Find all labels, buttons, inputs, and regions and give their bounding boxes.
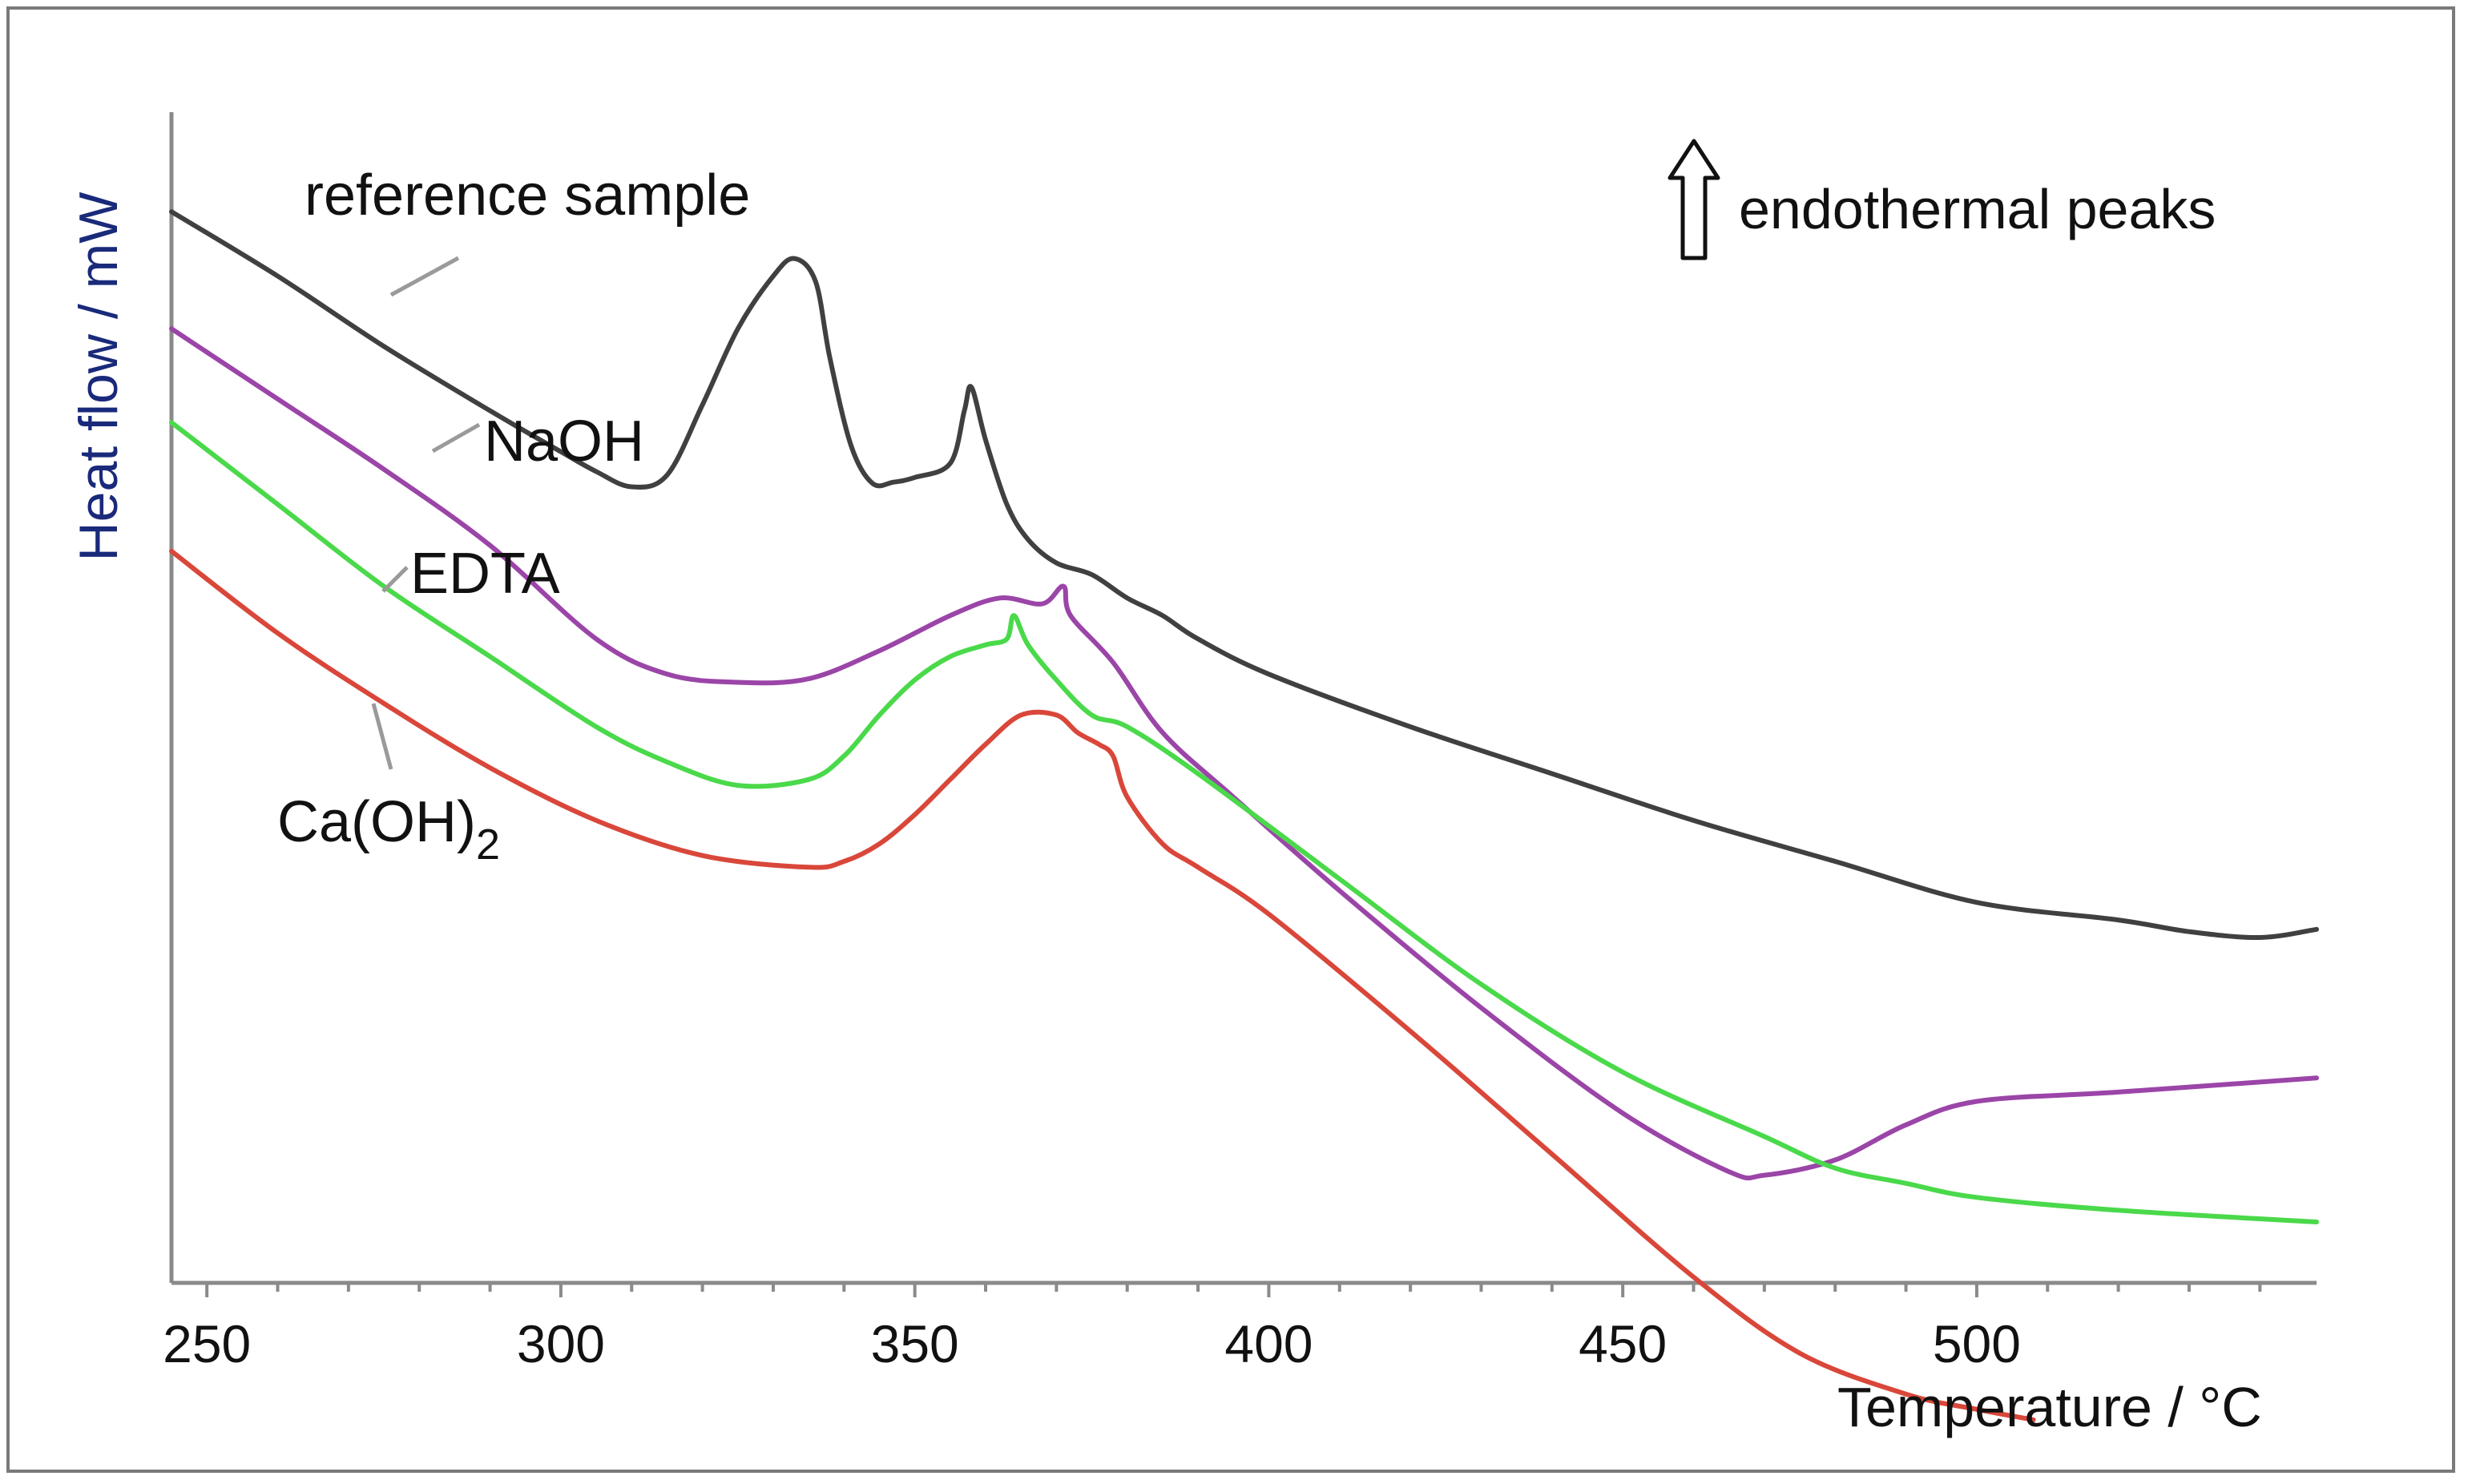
up-arrow-icon xyxy=(1668,139,1720,260)
caoh2-label-subscript: 2 xyxy=(476,821,500,869)
series-line-reference-sample xyxy=(169,209,2319,941)
x-tick-label: 250 xyxy=(163,1314,251,1373)
reference-sample-leader xyxy=(389,256,460,297)
caoh2-leader xyxy=(371,703,393,770)
x-tick-label: 500 xyxy=(1933,1314,2021,1373)
label-leaders xyxy=(371,256,481,770)
x-tick-label: 400 xyxy=(1224,1314,1313,1373)
series-line-naoh xyxy=(169,326,2319,1181)
x-tick-label: 350 xyxy=(871,1314,959,1373)
caoh2-label-main: Ca(OH) xyxy=(277,790,476,854)
edta-leader xyxy=(381,566,409,593)
edta-label: EDTA xyxy=(410,542,560,606)
caoh2-label: Ca(OH)2 xyxy=(277,790,500,869)
naoh-leader xyxy=(431,422,481,454)
y-axis-title: Heat flow / mW xyxy=(68,192,129,562)
x-tick-label: 300 xyxy=(517,1314,605,1373)
x-tick-label: 450 xyxy=(1579,1314,1667,1373)
series-layer xyxy=(169,209,2319,1422)
figure-frame xyxy=(6,6,2455,1473)
x-axis-ticks: 250 300 350 400 450 500 xyxy=(163,1283,2262,1373)
endothermal-peaks-note: endothermal peaks xyxy=(1739,178,2216,240)
series-line-ca-oh-2 xyxy=(169,548,2036,1422)
series-line-edta xyxy=(169,420,2319,1224)
x-axis-title: Temperature / °C xyxy=(1837,1376,2262,1438)
reference-sample-label: reference sample xyxy=(304,163,750,228)
naoh-label: NaOH xyxy=(484,409,644,474)
